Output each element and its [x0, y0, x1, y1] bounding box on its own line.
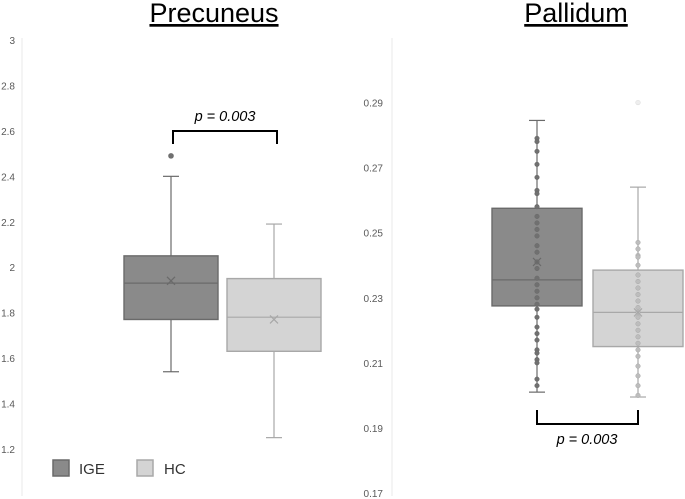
- data-point: [534, 301, 540, 307]
- y-ticks-precuneus: 1.2 1.4 1.6 1.8 2 2.2 2.4 2.6 2.8 3: [1, 36, 15, 456]
- data-point: [635, 254, 641, 260]
- data-point: [534, 265, 540, 272]
- boxes-precuneus: [123, 153, 322, 439]
- box-hc: [226, 223, 322, 439]
- mean-marker-stroke: [532, 257, 542, 267]
- data-point: [635, 314, 641, 320]
- y-tick-label: 1.2: [1, 445, 15, 456]
- p-value-pallidum: p = 0.003: [556, 432, 618, 448]
- data-point: [534, 226, 540, 232]
- data-point: [534, 376, 540, 382]
- legend-swatch-hc: [136, 459, 154, 477]
- data-point: [635, 262, 641, 268]
- significance-bracket-pallidum: [536, 410, 639, 425]
- data-point: [534, 174, 540, 180]
- boxes-pallidum: [491, 99, 684, 398]
- data-point: [534, 324, 540, 330]
- panel-precuneus: Precuneus 1.2 1.4 1.6 1.8 2 2.2 2.4 2.6 2.8 3 p =…: [1, 0, 322, 496]
- mean-marker-stroke: [269, 315, 279, 324]
- box-hc: [592, 99, 684, 398]
- data-point: [635, 304, 641, 311]
- box-iqr: [123, 255, 219, 321]
- data-point: [534, 275, 540, 281]
- data-point: [534, 288, 540, 294]
- panel-pallidum: Pallidum 0.17 0.19 0.21 0.23 0.25 0.27 0.29 p …: [364, 0, 684, 499]
- data-point: [635, 278, 641, 285]
- data-point: [534, 350, 540, 356]
- data-point: [635, 334, 641, 340]
- y-tick-label: 2.6: [1, 127, 15, 138]
- chart-title-pallidum: Pallidum: [524, 0, 628, 28]
- data-point: [635, 272, 641, 278]
- mean-marker: [633, 307, 643, 317]
- mean-marker-stroke: [633, 307, 643, 317]
- data-point: [635, 321, 641, 327]
- data-point: [635, 327, 641, 333]
- y-tick-label: 3: [9, 36, 15, 47]
- data-point: [534, 191, 540, 197]
- y-tick-label: 1.4: [1, 400, 15, 411]
- legend-label-ige: IGE: [79, 461, 105, 478]
- data-point: [534, 139, 540, 145]
- y-tick-label: 0.21: [364, 359, 384, 370]
- data-point: [534, 249, 540, 255]
- data-point: [635, 340, 641, 346]
- data-point: [534, 213, 540, 219]
- data-point: [635, 383, 641, 389]
- y-tick-label: 2: [9, 263, 15, 274]
- data-point: [635, 246, 641, 252]
- y-tick-label: 2.8: [1, 81, 15, 92]
- data-point: [635, 291, 641, 298]
- legend-label-hc: HC: [164, 461, 186, 478]
- y-tick-label: 0.17: [364, 489, 384, 499]
- data-point: [534, 282, 540, 288]
- data-point: [635, 392, 641, 398]
- data-point: [534, 306, 540, 312]
- data-point: [534, 360, 540, 366]
- box-ige: [123, 153, 219, 373]
- data-point: [534, 148, 540, 154]
- outlier-point: [168, 153, 174, 159]
- data-point: [635, 285, 641, 291]
- y-tick-label: 1.6: [1, 354, 15, 365]
- y-ticks-pallidum: 0.17 0.19 0.21 0.23 0.25 0.27 0.29: [364, 99, 384, 499]
- y-tick-label: 1.8: [1, 309, 15, 320]
- outlier-point: [635, 99, 641, 106]
- data-point: [534, 243, 540, 249]
- data-point: [635, 363, 641, 369]
- y-tick-label: 0.25: [364, 229, 384, 240]
- data-point: [635, 353, 641, 359]
- mean-marker-stroke: [166, 276, 176, 286]
- data-point: [534, 161, 540, 167]
- significance-bracket-precuneus: [172, 130, 278, 144]
- data-point: [635, 298, 641, 304]
- mean-marker: [166, 276, 176, 286]
- y-tick-label: 0.29: [364, 99, 384, 110]
- data-point: [635, 239, 641, 246]
- box-ige: [491, 119, 583, 393]
- data-point: [534, 314, 540, 320]
- y-tick-label: 2.4: [1, 172, 15, 183]
- p-value-precuneus: p = 0.003: [194, 109, 256, 125]
- data-point: [534, 331, 540, 337]
- data-point: [534, 233, 540, 239]
- box-iqr: [226, 277, 322, 352]
- mean-marker: [269, 315, 279, 324]
- y-tick-label: 2.2: [1, 218, 15, 229]
- y-tick-label: 0.27: [364, 164, 384, 175]
- data-point: [534, 337, 540, 343]
- legend-swatch-ige: [52, 459, 70, 477]
- legend: IGE HC: [52, 459, 186, 478]
- y-tick-label: 0.19: [364, 424, 384, 435]
- data-point: [534, 295, 540, 301]
- data-point: [534, 204, 540, 210]
- mean-marker: [532, 257, 542, 267]
- data-point: [635, 373, 641, 379]
- chart-title-precuneus: Precuneus: [149, 0, 278, 28]
- data-point: [534, 220, 540, 226]
- y-tick-label: 0.23: [364, 294, 384, 305]
- data-point: [534, 383, 540, 389]
- data-point: [635, 347, 641, 353]
